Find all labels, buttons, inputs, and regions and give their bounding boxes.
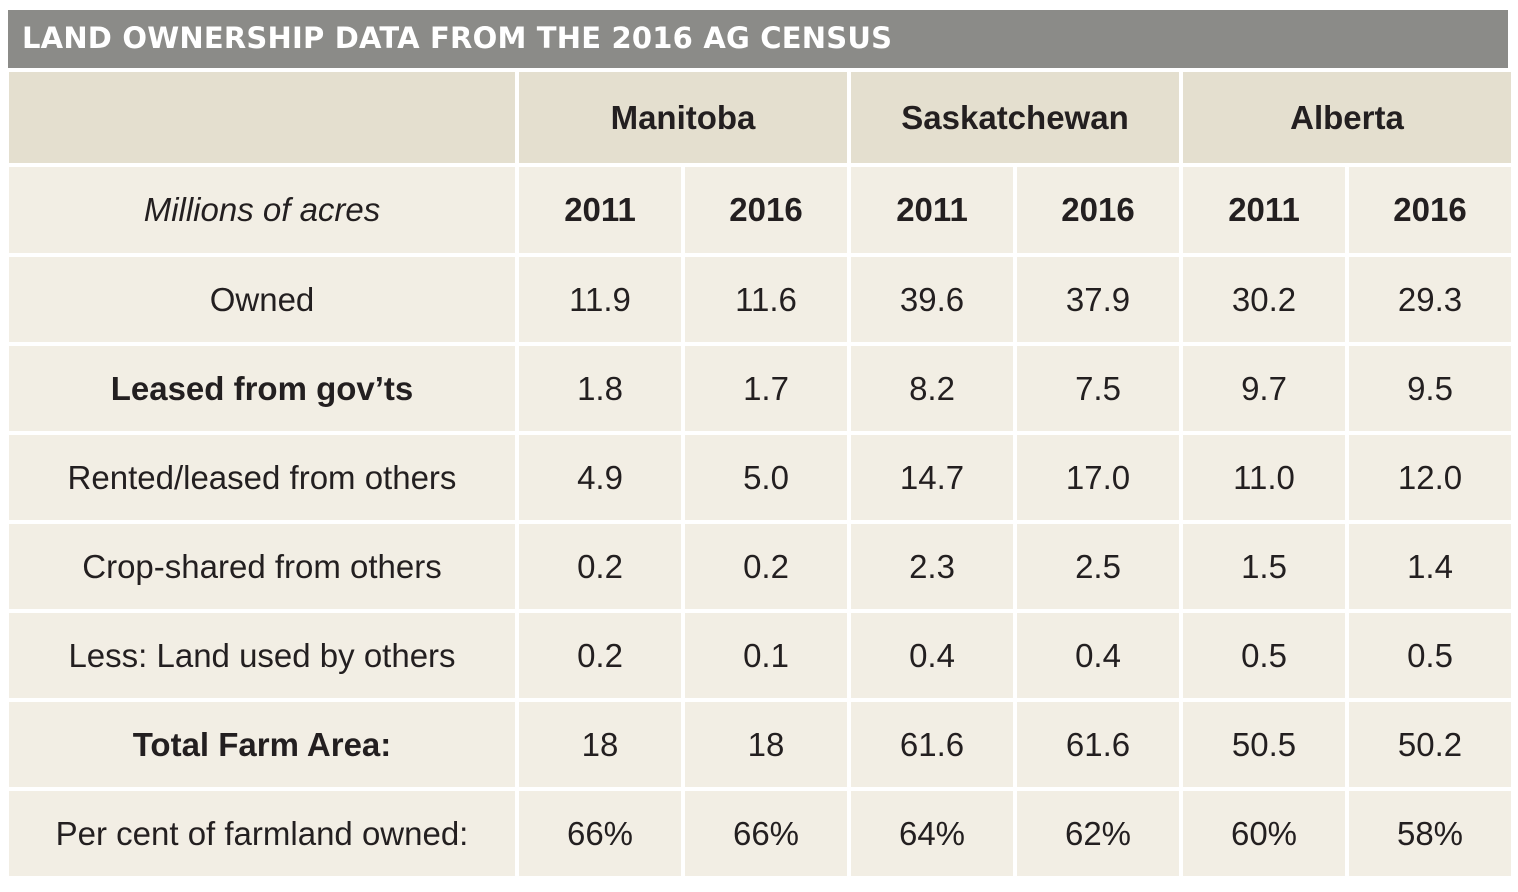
table-cell: 11.0	[1183, 435, 1345, 520]
table-cell: 60%	[1183, 791, 1345, 876]
table-cell: 18	[519, 702, 681, 787]
table-cell: 9.5	[1349, 346, 1511, 431]
table-row-rented-leased: Rented/leased from others 4.9 5.0 14.7 1…	[9, 435, 1511, 520]
unit-label: Millions of acres	[9, 167, 515, 253]
table-cell: 64%	[851, 791, 1013, 876]
row-label: Crop-shared from others	[9, 524, 515, 609]
row-label: Total Farm Area:	[9, 702, 515, 787]
table-cell: 1.5	[1183, 524, 1345, 609]
table-cell: 58%	[1349, 791, 1511, 876]
table-cell: 1.8	[519, 346, 681, 431]
table-row-percent-owned: Per cent of farmland owned: 66% 66% 64% …	[9, 791, 1511, 876]
table-cell: 8.2	[851, 346, 1013, 431]
table-row-less-land-used: Less: Land used by others 0.2 0.1 0.4 0.…	[9, 613, 1511, 698]
table-row-crop-shared: Crop-shared from others 0.2 0.2 2.3 2.5 …	[9, 524, 1511, 609]
province-manitoba: Manitoba	[519, 72, 847, 163]
table-cell: 50.5	[1183, 702, 1345, 787]
province-header-row: Manitoba Saskatchewan Alberta	[9, 72, 1511, 163]
row-label: Less: Land used by others	[9, 613, 515, 698]
table-cell: 0.2	[685, 524, 847, 609]
row-label: Owned	[9, 257, 515, 342]
table-cell: 37.9	[1017, 257, 1179, 342]
table-row-owned: Owned 11.9 11.6 39.6 37.9 30.2 29.3	[9, 257, 1511, 342]
land-ownership-table: Manitoba Saskatchewan Alberta Millions o…	[5, 68, 1515, 880]
year-header: 2011	[851, 167, 1013, 253]
year-header: 2016	[685, 167, 847, 253]
table-cell: 61.6	[851, 702, 1013, 787]
province-alberta: Alberta	[1183, 72, 1511, 163]
table-cell: 17.0	[1017, 435, 1179, 520]
table-cell: 0.1	[685, 613, 847, 698]
table-cell: 2.5	[1017, 524, 1179, 609]
table-cell: 18	[685, 702, 847, 787]
table-cell: 0.2	[519, 613, 681, 698]
table-cell: 39.6	[851, 257, 1013, 342]
table-cell: 62%	[1017, 791, 1179, 876]
table-cell: 0.5	[1183, 613, 1345, 698]
table-cell: 14.7	[851, 435, 1013, 520]
table-cell: 12.0	[1349, 435, 1511, 520]
year-header: 2016	[1017, 167, 1179, 253]
table-cell: 9.7	[1183, 346, 1345, 431]
table-cell: 0.5	[1349, 613, 1511, 698]
table-cell: 1.4	[1349, 524, 1511, 609]
table-cell: 7.5	[1017, 346, 1179, 431]
province-saskatchewan: Saskatchewan	[851, 72, 1179, 163]
year-header: 2011	[1183, 167, 1345, 253]
table-cell: 66%	[519, 791, 681, 876]
row-label: Per cent of farmland owned:	[9, 791, 515, 876]
year-header: 2016	[1349, 167, 1511, 253]
table-cell: 11.9	[519, 257, 681, 342]
table-cell: 66%	[685, 791, 847, 876]
table-cell: 61.6	[1017, 702, 1179, 787]
year-header-row: Millions of acres 2011 2016 2011 2016 20…	[9, 167, 1511, 253]
table-cell: 1.7	[685, 346, 847, 431]
table-cell: 11.6	[685, 257, 847, 342]
table-cell: 0.2	[519, 524, 681, 609]
row-label: Rented/leased from others	[9, 435, 515, 520]
table-title: LAND OWNERSHIP DATA FROM THE 2016 AG CEN…	[8, 10, 1508, 68]
table-cell: 2.3	[851, 524, 1013, 609]
year-header: 2011	[519, 167, 681, 253]
table-row-leased-from-govts: Leased from gov’ts 1.8 1.7 8.2 7.5 9.7 9…	[9, 346, 1511, 431]
table-row-total-farm-area: Total Farm Area: 18 18 61.6 61.6 50.5 50…	[9, 702, 1511, 787]
table-cell: 0.4	[851, 613, 1013, 698]
table-cell: 50.2	[1349, 702, 1511, 787]
table-cell: 4.9	[519, 435, 681, 520]
corner-cell	[9, 72, 515, 163]
table-cell: 5.0	[685, 435, 847, 520]
table-cell: 0.4	[1017, 613, 1179, 698]
table-cell: 30.2	[1183, 257, 1345, 342]
row-label: Leased from gov’ts	[9, 346, 515, 431]
table-cell: 29.3	[1349, 257, 1511, 342]
